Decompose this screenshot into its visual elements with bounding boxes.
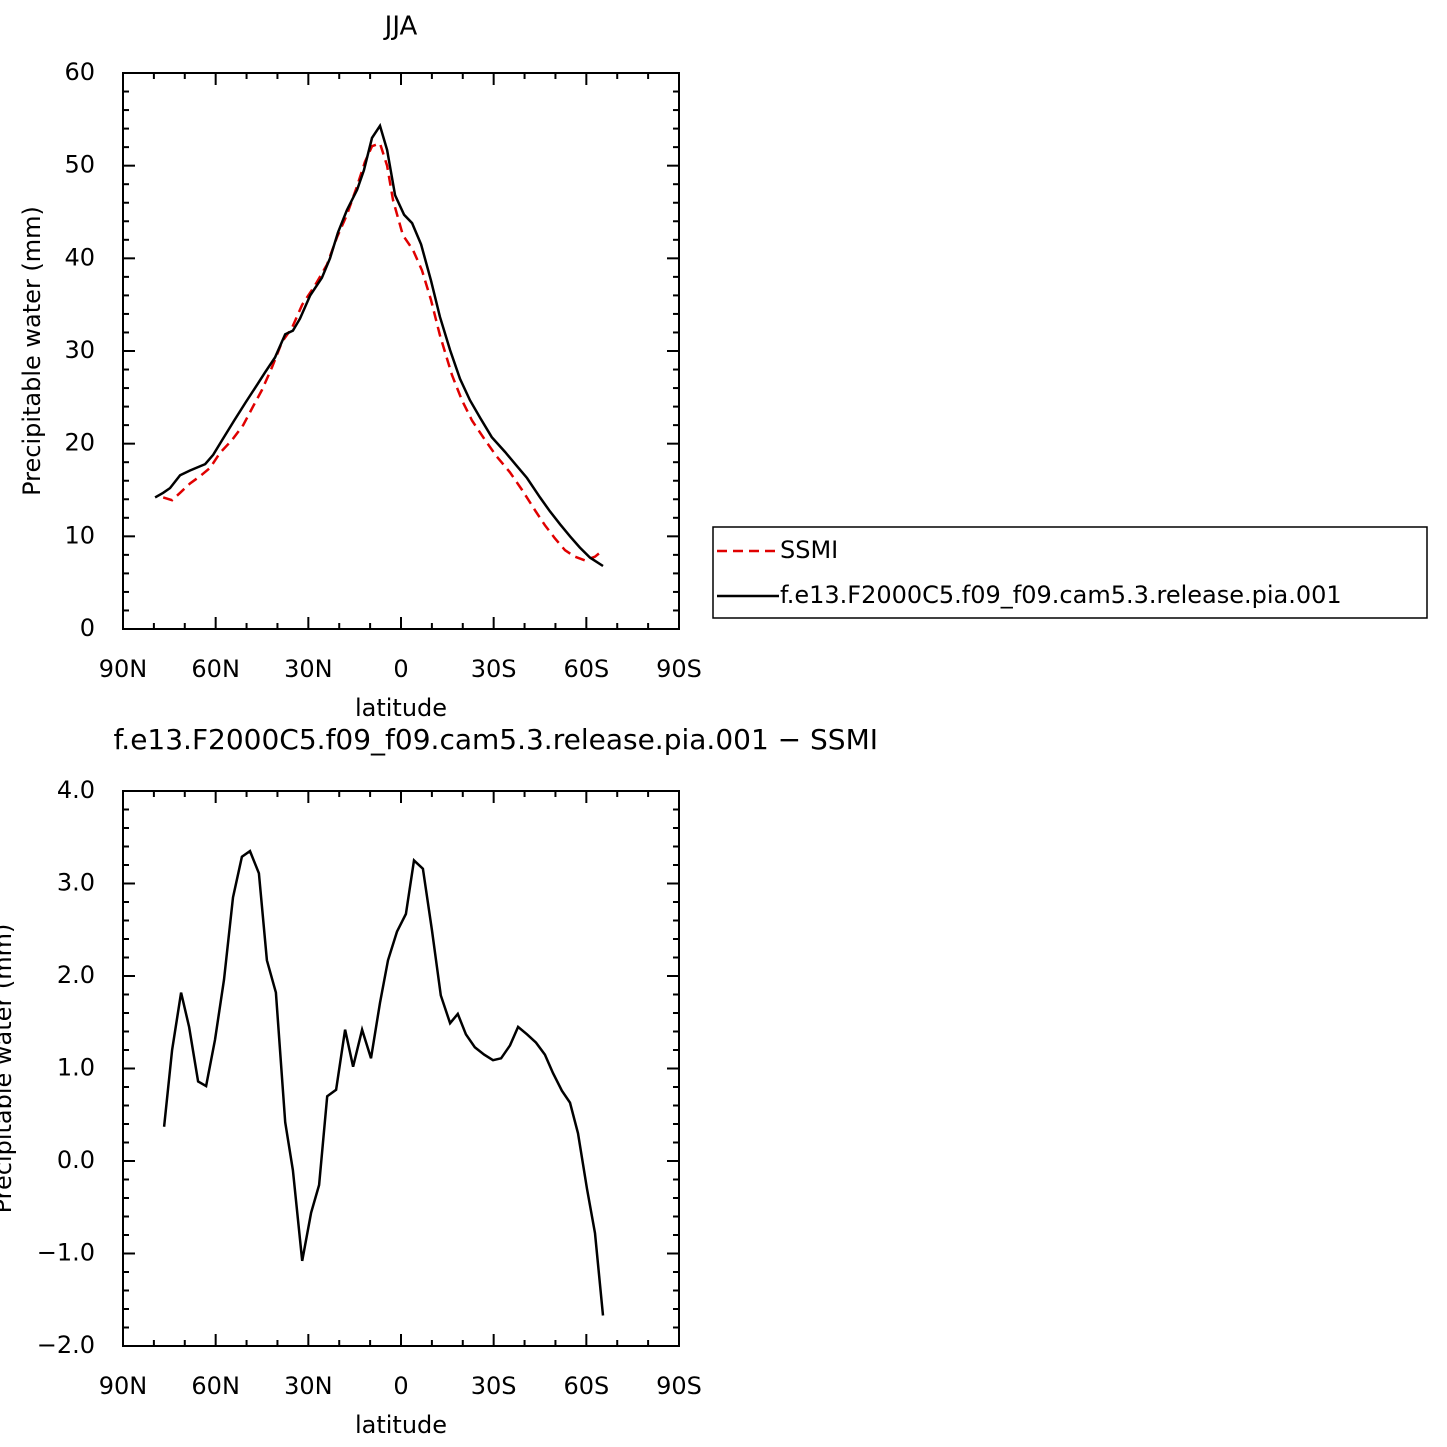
y-tick-label: 50: [64, 151, 95, 179]
x-tick-label: 90S: [656, 1372, 702, 1400]
x-tick-label: 30S: [471, 655, 517, 683]
y-tick-label: −2.0: [37, 1331, 95, 1359]
y-tick-label: 1.0: [57, 1054, 95, 1082]
x-axis-label: latitude: [355, 694, 447, 722]
y-tick-label: 0.0: [57, 1146, 95, 1174]
y-tick-label: 0: [80, 614, 95, 642]
y-tick-label: 4.0: [57, 776, 95, 804]
chart-title: JJA: [383, 12, 418, 42]
legend-box: [712, 526, 1428, 619]
x-tick-label: 60N: [191, 655, 240, 683]
x-tick-label: 60S: [563, 655, 609, 683]
x-tick-label: 0: [393, 655, 408, 683]
y-tick-label: 10: [64, 521, 95, 549]
legend-label: f.e13.F2000C5.f09_f09.cam5.3.release.pia…: [780, 581, 1342, 609]
y-axis-label: Precipitable water (mm): [0, 924, 17, 1214]
x-tick-label: 60N: [191, 1372, 240, 1400]
y-tick-label: 60: [64, 58, 95, 86]
plot-frame: [122, 790, 680, 1347]
x-tick-label: 60S: [563, 1372, 609, 1400]
x-axis-label: latitude: [355, 1411, 447, 1439]
y-tick-label: 3.0: [57, 869, 95, 897]
y-tick-label: 2.0: [57, 961, 95, 989]
data-line: [162, 141, 604, 562]
y-axis-label: Precipitable water (mm): [18, 206, 46, 496]
y-tick-label: 20: [64, 429, 95, 457]
x-tick-label: 90N: [99, 1372, 148, 1400]
chart-title: f.e13.F2000C5.f09_f09.cam5.3.release.pia…: [113, 723, 878, 756]
y-tick-label: −1.0: [37, 1239, 95, 1267]
legend-label: SSMI: [780, 536, 838, 564]
y-tick-label: 30: [64, 336, 95, 364]
x-tick-label: 90N: [99, 655, 148, 683]
x-tick-label: 30S: [471, 1372, 517, 1400]
data-line: [162, 849, 605, 1316]
x-tick-label: 30N: [284, 1372, 333, 1400]
x-tick-label: 0: [393, 1372, 408, 1400]
data-line: [154, 122, 604, 568]
y-tick-label: 40: [64, 243, 95, 271]
plot-frame: [122, 72, 680, 630]
x-tick-label: 30N: [284, 655, 333, 683]
x-tick-label: 90S: [656, 655, 702, 683]
